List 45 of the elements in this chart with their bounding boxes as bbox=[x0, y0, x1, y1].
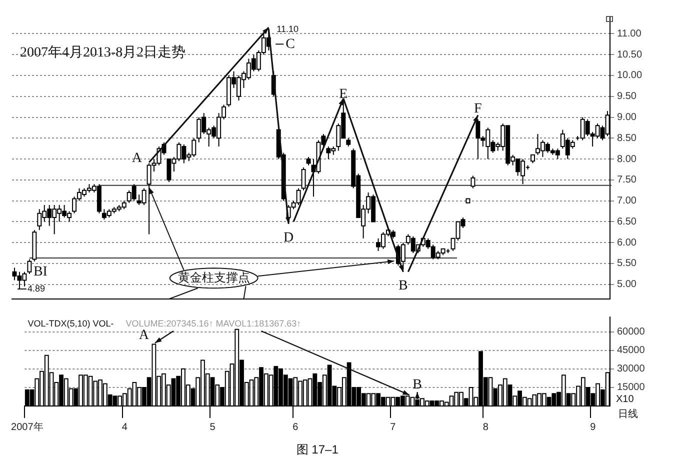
y-tick-label: 15000 bbox=[617, 382, 646, 394]
y-tick-label: 6.00 bbox=[617, 237, 637, 248]
x-tick-label: 4 bbox=[122, 422, 128, 433]
annotation: A bbox=[138, 328, 150, 344]
annotation: BI bbox=[33, 264, 48, 280]
y-tick-label: 7.00 bbox=[617, 196, 637, 207]
text: 2007年4月2013-8月2日走势 bbox=[20, 44, 186, 61]
annotation: F bbox=[474, 102, 482, 117]
y-tick-label: 11.00 bbox=[617, 28, 642, 40]
x-tick-label: 8 bbox=[482, 422, 489, 433]
caption: 图 17–1 bbox=[296, 442, 339, 456]
candlestick bbox=[27, 258, 32, 274]
annotation: E bbox=[339, 86, 348, 102]
x-tick-label: 6 bbox=[292, 422, 299, 433]
y-tick-label: 8.00 bbox=[617, 154, 637, 165]
y-tick-label: 5.50 bbox=[617, 258, 637, 270]
x-tick-label: 5 bbox=[210, 422, 216, 433]
x-tick-label: 2007年 bbox=[11, 420, 44, 433]
y-tick-label: 10.00 bbox=[617, 70, 642, 82]
annotation: 黄金柱支撑点 bbox=[178, 270, 250, 284]
x-tick-label: 9 bbox=[590, 422, 596, 433]
annotation: 11.10 bbox=[276, 24, 298, 34]
y-tick-label: 9.50 bbox=[617, 91, 637, 102]
y-tick-label: 30000 bbox=[617, 364, 646, 375]
y-tick-label: 8.50 bbox=[617, 132, 637, 144]
annotation: B bbox=[412, 378, 422, 393]
chart-title: VOL-TDX(5,10) VOL- bbox=[28, 318, 114, 328]
candlestick bbox=[470, 175, 476, 189]
text: 日线 bbox=[618, 408, 638, 420]
y-tick-label: 5.00 bbox=[617, 279, 637, 290]
chart-subtitle: VOLUME:207345.16↑ MAVOL1:181367.63↑ bbox=[126, 318, 302, 328]
annotation: A bbox=[132, 150, 143, 166]
annotation: C bbox=[286, 36, 295, 52]
annotation: B bbox=[398, 278, 408, 294]
text: X10 bbox=[616, 394, 634, 405]
x-tick-label: 7 bbox=[390, 422, 396, 433]
y-tick-label: 6.50 bbox=[617, 216, 637, 228]
annotation: 4.89 bbox=[27, 283, 46, 294]
candlestick bbox=[301, 166, 306, 191]
y-tick-label: 9.00 bbox=[617, 112, 637, 124]
y-tick-label: 45000 bbox=[617, 345, 646, 356]
y-tick-label: 10.50 bbox=[617, 49, 642, 60]
annotation: D bbox=[284, 230, 294, 246]
y-tick-label: 60000 bbox=[617, 326, 646, 338]
y-tick-label: 7.50 bbox=[617, 174, 637, 186]
